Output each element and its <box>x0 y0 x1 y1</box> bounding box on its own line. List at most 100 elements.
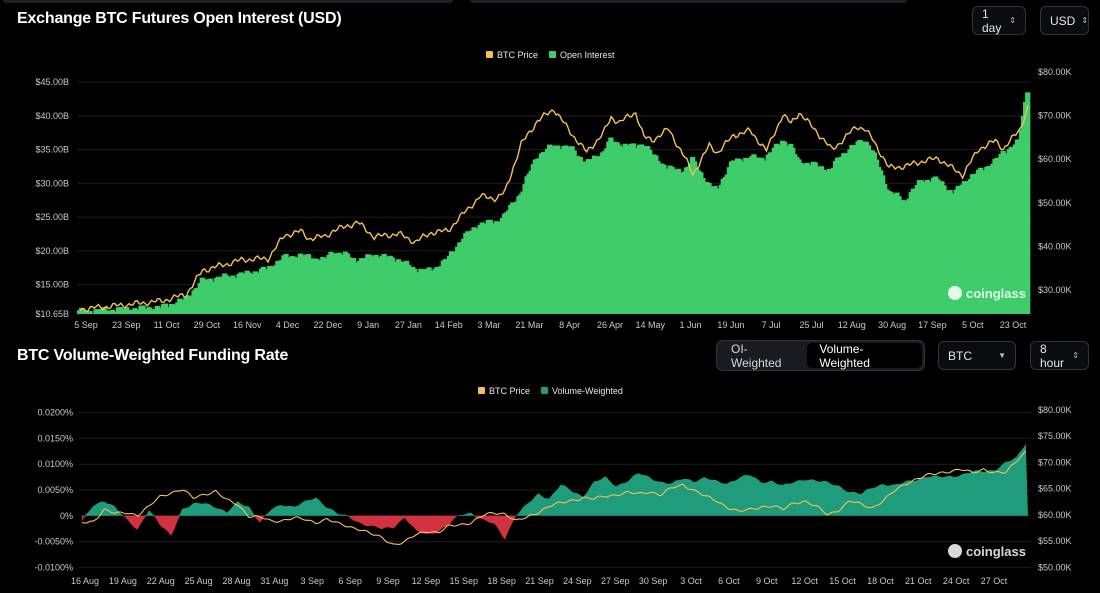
coin-select[interactable]: BTC ▼ <box>938 341 1016 370</box>
y-right-tick-label: $50.00K <box>1038 198 1072 208</box>
x-tick-label: 7 Jul <box>762 320 781 330</box>
oi-bar <box>148 309 154 314</box>
up-down-chevron-icon: ⇕ <box>1009 15 1016 25</box>
funding-positive-area <box>82 444 1028 516</box>
x-tick-label: 5 Sep <box>74 320 98 330</box>
coinglass-logo-icon <box>948 544 962 558</box>
x-tick-label: 29 Oct <box>194 320 221 330</box>
x-tick-label: 9 Oct <box>756 576 778 586</box>
x-tick-label: 30 Aug <box>878 320 906 330</box>
x-tick-label: 23 Sep <box>112 320 141 330</box>
y-left-tick-label: 0% <box>60 511 73 521</box>
oi-legend: BTC Price Open Interest <box>486 50 615 60</box>
legend-swatch-volume-weighted <box>541 387 548 394</box>
y-left-tick-label: $25.00B <box>35 212 69 222</box>
x-tick-label: 22 Dec <box>314 320 343 330</box>
top-tab-strip <box>470 0 907 3</box>
oi-right-axis: $30.00K $40.00K $50.00K $60.00K $70.00K $80.0… <box>1038 67 1072 295</box>
top-tab-strip <box>3 0 453 3</box>
legend-label-volume-weighted: Volume-Weighted <box>552 386 623 396</box>
x-tick-label: 21 Oct <box>905 576 932 586</box>
y-left-tick-label: $20.00B <box>35 246 69 256</box>
oi-interval-select[interactable]: 1 day ⇕ <box>972 6 1026 35</box>
open-interest-bars <box>77 92 1031 315</box>
x-tick-label: 6 Oct <box>718 576 740 586</box>
funding-negative-area <box>82 515 1028 540</box>
x-tick-label: 5 Oct <box>962 320 984 330</box>
x-tick-label: 12 Sep <box>412 576 441 586</box>
up-down-chevron-icon: ⇕ <box>1072 350 1079 360</box>
x-tick-label: 17 Sep <box>918 320 947 330</box>
watermark-text: coinglass <box>966 286 1026 301</box>
x-tick-label: 31 Aug <box>260 576 288 586</box>
x-tick-label: 18 Oct <box>867 576 894 586</box>
caret-down-icon: ▼ <box>998 350 1006 360</box>
coin-select-value: BTC <box>948 348 972 363</box>
y-left-tick-label: -0.0050% <box>34 537 73 547</box>
legend-swatch-btc-price <box>486 51 493 58</box>
oi-bar <box>109 309 116 314</box>
y-right-tick-label: $40.00K <box>1038 241 1072 251</box>
x-tick-label: 3 Sep <box>300 576 324 586</box>
x-tick-label: 3 Mar <box>478 320 501 330</box>
x-tick-label: 27 Sep <box>601 576 630 586</box>
x-tick-label: 19 Jun <box>717 320 744 330</box>
x-tick-label: 11 Oct <box>154 320 180 330</box>
funding-interval-value: 8 hour <box>1040 341 1065 370</box>
x-tick-label: 14 May <box>636 320 666 330</box>
x-tick-label: 23 Oct <box>1000 320 1027 330</box>
x-tick-label: 28 Aug <box>222 576 250 586</box>
y-right-tick-label: $60.00K <box>1038 154 1072 164</box>
y-left-tick-label: 0.0200% <box>37 408 73 418</box>
x-tick-label: 21 Sep <box>525 576 554 586</box>
x-tick-label: 27 Oct <box>981 576 1008 586</box>
x-tick-label: 15 Oct <box>829 576 856 586</box>
y-right-tick-label: $65.00K <box>1038 484 1072 494</box>
x-tick-label: 12 Oct <box>791 576 818 586</box>
x-tick-label: 18 Sep <box>487 576 516 586</box>
legend-label-btc-price: BTC Price <box>489 386 530 396</box>
oi-left-axis: $10.65B $15.00B $20.00B $25.00B $30.00B $35.0… <box>35 77 69 319</box>
fr-left-axis: -0.0100% -0.0050% 0% 0.0050% 0.0100% 0.0150% 0… <box>34 408 73 573</box>
oi-bar <box>87 310 93 314</box>
x-tick-label: 30 Sep <box>639 576 668 586</box>
oi-bar <box>103 310 109 314</box>
x-tick-label: 9 Jan <box>357 320 379 330</box>
y-right-tick-label: $75.00K <box>1038 431 1072 441</box>
coinglass-watermark: coinglass <box>948 286 1026 301</box>
oi-btc-price-line <box>79 105 1029 313</box>
fr-legend: BTC Price Volume-Weighted <box>478 386 623 396</box>
tab-volume-weighted[interactable]: Volume-Weighted <box>807 342 922 370</box>
y-left-tick-label: $40.00B <box>35 111 69 121</box>
x-tick-label: 24 Oct <box>943 576 970 586</box>
x-tick-label: 24 Sep <box>563 576 592 586</box>
legend-label-btc-price: BTC Price <box>497 50 538 60</box>
x-tick-label: 25 Jul <box>799 320 823 330</box>
x-tick-label: 12 Aug <box>838 320 866 330</box>
y-right-tick-label: $30.00K <box>1038 285 1072 295</box>
x-tick-label: 19 Aug <box>109 576 137 586</box>
x-tick-label: 16 Nov <box>233 320 262 330</box>
y-right-tick-label: $55.00K <box>1038 536 1072 546</box>
oi-currency-select[interactable]: USD ⇕ <box>1040 6 1089 35</box>
y-left-tick-label: 0.0100% <box>37 459 73 469</box>
x-tick-label: 8 Apr <box>559 320 580 330</box>
up-down-chevron-icon: ⇕ <box>1081 15 1089 25</box>
weighting-toggle: OI-Weighted Volume-Weighted <box>716 340 925 371</box>
tab-oi-weighted[interactable]: OI-Weighted <box>731 341 782 370</box>
x-tick-label: 22 Aug <box>147 576 175 586</box>
x-tick-label: 21 Mar <box>515 320 543 330</box>
oi-bar <box>1025 92 1031 314</box>
y-left-tick-label: 0.0050% <box>37 485 73 495</box>
x-tick-label: 9 Sep <box>376 576 400 586</box>
x-tick-label: 3 Oct <box>680 576 702 586</box>
funding-interval-select[interactable]: 8 hour ⇕ <box>1030 341 1089 370</box>
y-left-tick-label: -0.0100% <box>34 562 73 572</box>
y-left-tick-label: $10.65B <box>35 309 69 319</box>
legend-label-open-interest: Open Interest <box>560 50 615 60</box>
oi-currency-value: USD <box>1050 13 1076 28</box>
x-tick-label: 1 Jun <box>680 320 702 330</box>
fr-x-axis: 16 Aug 19 Aug 22 Aug 25 Aug 28 Aug 31 Aug 3 Se… <box>71 576 1008 586</box>
fr-btc-price-line <box>81 450 1027 545</box>
